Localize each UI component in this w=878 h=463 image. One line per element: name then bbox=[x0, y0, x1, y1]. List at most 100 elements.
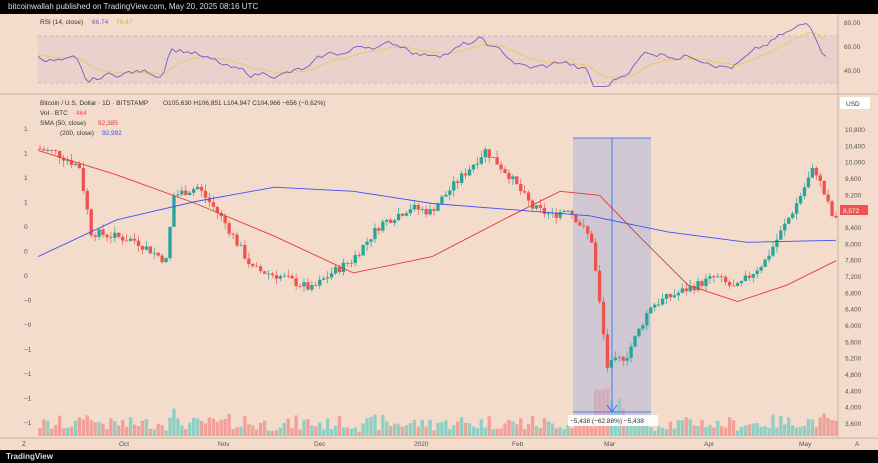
volume-bar bbox=[357, 431, 361, 436]
volume-bar bbox=[349, 428, 353, 436]
sma50-label: SMA (50, close) bbox=[40, 120, 86, 127]
candle-body bbox=[605, 334, 610, 368]
tradingview-logo: TradingView bbox=[6, 452, 53, 461]
zoom-icon[interactable]: Z bbox=[22, 441, 26, 448]
volume-bar bbox=[255, 429, 259, 436]
candle-body bbox=[203, 190, 208, 198]
candle-body bbox=[645, 313, 649, 326]
candle-body bbox=[392, 220, 397, 223]
candle-body bbox=[85, 190, 89, 210]
candle-body bbox=[448, 190, 452, 195]
candle-body bbox=[199, 186, 204, 191]
candle-body bbox=[578, 222, 582, 226]
volume-bar bbox=[538, 427, 543, 436]
x-tick-label: Oct bbox=[119, 441, 129, 448]
candle-body bbox=[692, 286, 696, 291]
volume-bar bbox=[389, 426, 393, 436]
candle-body bbox=[322, 278, 326, 280]
price-tick: 7,200 bbox=[845, 274, 862, 281]
volume-bar bbox=[554, 428, 558, 436]
candle-body bbox=[369, 239, 373, 242]
candle-body bbox=[696, 281, 700, 291]
candle-body bbox=[227, 223, 231, 234]
price-tick: 10,000 bbox=[845, 160, 865, 167]
volume-bar bbox=[672, 428, 677, 436]
volume-bar bbox=[266, 430, 271, 436]
header-text: bitcoinwallah published on TradingView.c… bbox=[8, 2, 259, 11]
x-tick-label: Mar bbox=[604, 441, 616, 448]
volume-bar bbox=[416, 426, 420, 436]
candle-body bbox=[704, 278, 708, 286]
current-price: 8,572 bbox=[843, 208, 860, 215]
candle-body bbox=[444, 194, 448, 197]
volume-bar bbox=[373, 414, 377, 436]
auto-scale-icon[interactable]: A bbox=[855, 441, 860, 448]
candle-body bbox=[637, 328, 641, 337]
price-legend-title: Bitcoin / U.S. Dollar · 1D · BITSTAMP bbox=[40, 100, 148, 107]
volume-bar bbox=[164, 430, 168, 436]
candle-body bbox=[251, 264, 255, 266]
candle-body bbox=[353, 254, 357, 263]
candle-body bbox=[318, 279, 322, 286]
candle-body bbox=[408, 209, 413, 214]
candle-body bbox=[172, 195, 176, 227]
volume-bar bbox=[637, 420, 641, 436]
price-axis: 10,80010,40010,0009,6009,2008,8008,4008,… bbox=[845, 127, 865, 428]
volume-bar bbox=[298, 429, 302, 436]
volume-bar bbox=[680, 419, 684, 436]
volume-bar bbox=[117, 425, 121, 436]
volume-bar bbox=[69, 426, 74, 436]
volume-bar bbox=[436, 422, 440, 436]
volume-bar bbox=[763, 426, 767, 436]
volume-bar bbox=[696, 426, 700, 436]
candle-body bbox=[310, 285, 314, 290]
candle-body bbox=[656, 304, 661, 306]
volume-bar bbox=[85, 415, 89, 436]
chart-canvas[interactable]: RSI (14, close) 66.74 70.47 80.00 60.00 … bbox=[0, 14, 878, 450]
candle-body bbox=[684, 288, 688, 292]
volume-bar bbox=[101, 423, 105, 436]
candles bbox=[38, 144, 838, 373]
volume-bar bbox=[215, 421, 219, 436]
candle-body bbox=[787, 218, 791, 224]
candle-body bbox=[826, 194, 830, 202]
candle-body bbox=[215, 206, 219, 213]
volume-bar bbox=[341, 427, 346, 436]
volume-bar bbox=[700, 420, 704, 436]
volume-bar bbox=[89, 420, 93, 436]
volume-bar bbox=[432, 430, 436, 436]
volume-bar bbox=[515, 424, 519, 436]
candle-body bbox=[424, 208, 428, 215]
candle-body bbox=[89, 209, 93, 236]
candle-body bbox=[93, 235, 97, 237]
volume-bar bbox=[286, 418, 290, 436]
volume-bar bbox=[826, 418, 830, 436]
volume-bar bbox=[282, 423, 286, 436]
volume-bar bbox=[507, 419, 511, 436]
candle-body bbox=[558, 211, 562, 218]
currency-badge[interactable] bbox=[840, 97, 870, 109]
candle-body bbox=[176, 194, 180, 196]
candle-body bbox=[554, 212, 558, 218]
candle-body bbox=[735, 283, 740, 286]
volume-bar bbox=[172, 408, 176, 436]
volume-bar bbox=[818, 417, 822, 436]
volume-bar bbox=[77, 417, 82, 436]
volume-bar bbox=[420, 419, 424, 436]
candle-body bbox=[73, 163, 78, 165]
volume-bar bbox=[723, 427, 728, 436]
volume-bar bbox=[747, 424, 751, 436]
volume-bar bbox=[814, 427, 818, 436]
candle-body bbox=[601, 301, 606, 335]
rsi-value2: 70.47 bbox=[116, 19, 133, 26]
volume-bar bbox=[570, 428, 574, 436]
volume-bar bbox=[629, 426, 633, 436]
candle-body bbox=[381, 221, 385, 231]
candle-body bbox=[290, 275, 294, 279]
volume-bar bbox=[428, 419, 432, 436]
volume-bar bbox=[668, 421, 673, 436]
x-tick-label: Apr bbox=[704, 441, 715, 448]
volume-bar bbox=[310, 425, 314, 436]
candle-body bbox=[720, 276, 724, 278]
left-tick: 0 bbox=[24, 224, 28, 231]
